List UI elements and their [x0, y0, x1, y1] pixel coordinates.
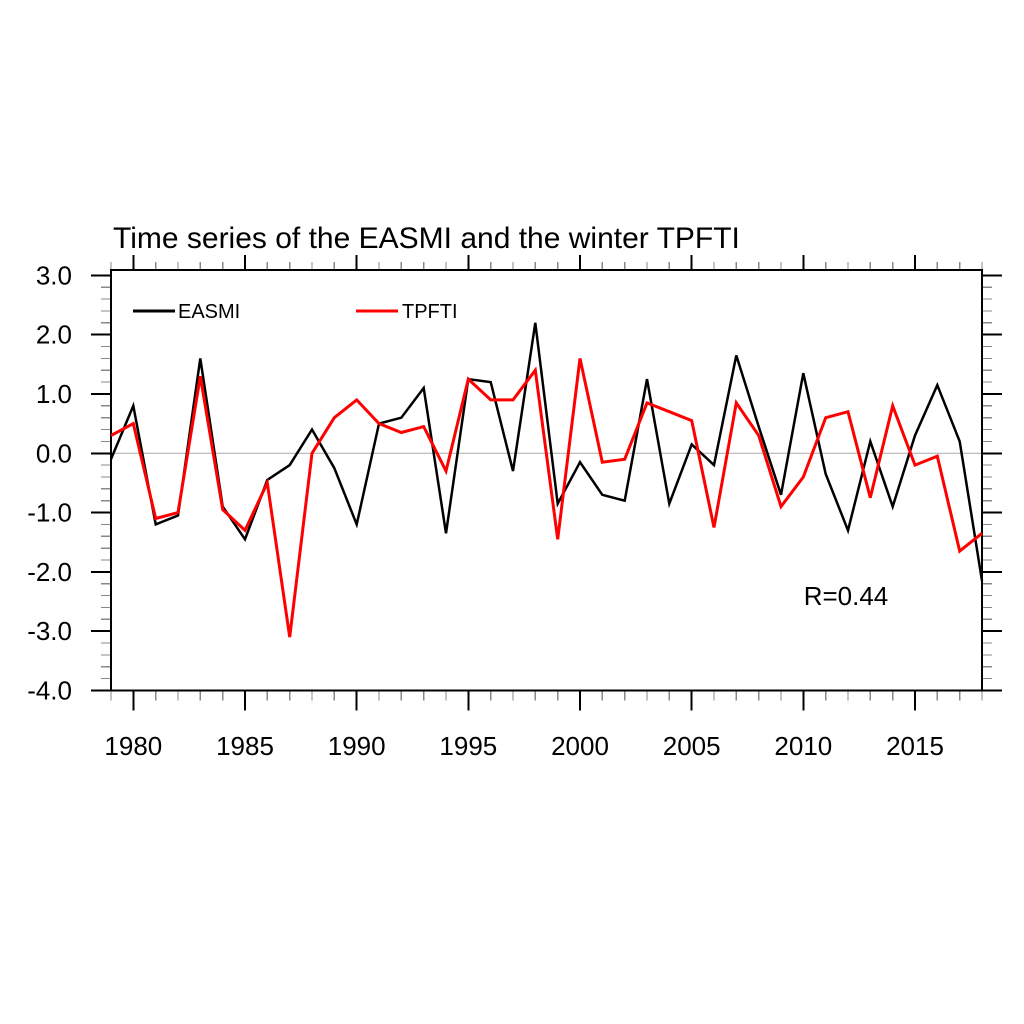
plot-frame: [110, 269, 983, 692]
x-tick-label: 1985: [216, 731, 274, 761]
correlation-annotation: R=0.44: [804, 581, 889, 611]
y-tick-label: -4.0: [27, 676, 72, 706]
x-tick-label: 1995: [439, 731, 497, 761]
chart-title: Time series of the EASMI and the winter …: [113, 222, 740, 255]
axis-labels: 3.0 2.0 1.0 0.0 -1.0 -2.0 -3.0 -4.0 1980 1985 1990…: [27, 260, 944, 761]
y-tick-label: 1.0: [36, 379, 72, 409]
x-tick-label: 2015: [886, 731, 944, 761]
y-tick-label: 3.0: [36, 260, 72, 290]
y-tick-label: -3.0: [27, 616, 72, 646]
x-tick-label: 1980: [104, 731, 162, 761]
x-tick-label: 2010: [774, 731, 832, 761]
axis-ticks: [91, 255, 1002, 711]
x-tick-label: 1990: [328, 731, 386, 761]
y-tick-label: -1.0: [27, 498, 72, 528]
legend: EASMI TPFTI: [133, 301, 458, 323]
legend-label-tpfti: TPFTI: [402, 301, 458, 323]
y-tick-label: 0.0: [36, 438, 72, 468]
y-tick-label: -2.0: [27, 557, 72, 587]
x-tick-label: 2005: [663, 731, 721, 761]
legend-label-easmi: EASMI: [178, 301, 240, 323]
y-tick-label: 2.0: [36, 320, 72, 350]
x-tick-label: 2000: [551, 731, 609, 761]
tpfti-line: [110, 358, 983, 638]
